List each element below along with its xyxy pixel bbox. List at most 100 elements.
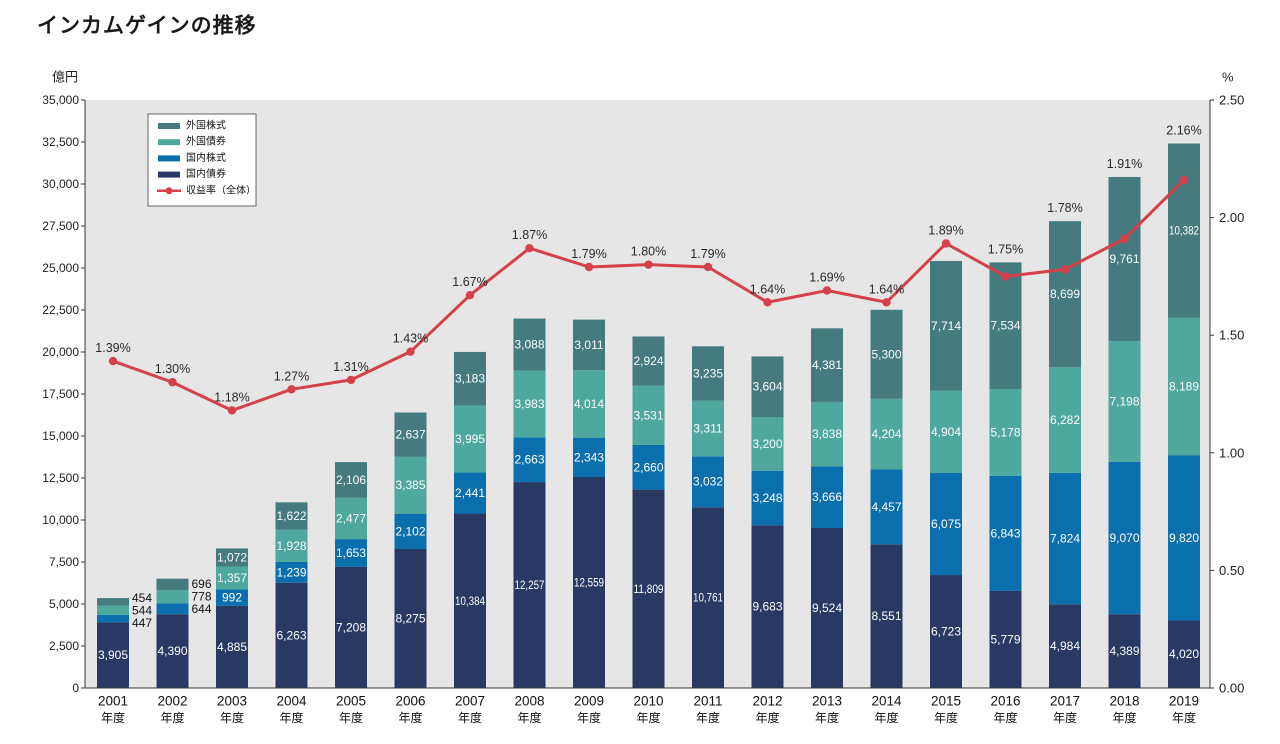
x-axis-label-2008: 2008 xyxy=(514,694,544,709)
yield-rate-label-2001: 1.39% xyxy=(95,341,130,355)
legend-swatch-domestic-stocks xyxy=(158,155,180,162)
bar-label-domestic-stocks-2006: 2,102 xyxy=(395,524,425,538)
bar-label-foreign-bonds-2006: 3,385 xyxy=(395,478,425,492)
legend-swatch-yield-rate-marker xyxy=(165,187,173,195)
bar-segment-foreign-stocks-2001 xyxy=(97,598,129,606)
yield-rate-point-2015 xyxy=(941,239,951,248)
y-axis-tick-label-10: 25,000 xyxy=(42,261,79,275)
x-axis-suffix-2014: 年度 xyxy=(874,710,898,725)
legend-label-foreign-bonds: 外国債券 xyxy=(186,135,226,148)
x-axis-label-2011: 2011 xyxy=(693,694,722,709)
y-axis-tick-label-5: 12,500 xyxy=(42,471,79,485)
bar-segment-domestic-bonds-2005 xyxy=(335,566,367,688)
yield-rate-label-2006: 1.43% xyxy=(393,332,428,346)
y2-axis-tick-label-4: 2.00 xyxy=(1219,210,1244,225)
yield-rate-label-2010: 1.80% xyxy=(631,245,666,259)
yield-rate-label-2019: 2.16% xyxy=(1166,123,1201,137)
yield-rate-label-2005: 1.31% xyxy=(333,360,368,374)
yield-rate-label-2011: 1.79% xyxy=(690,247,725,261)
bar-segment-domestic-bonds-2003 xyxy=(216,605,248,688)
x-axis-label-2002: 2002 xyxy=(157,694,187,709)
legend-swatch-domestic-bonds xyxy=(158,171,180,178)
bar-label-foreign-stocks-2016: 7,534 xyxy=(990,319,1020,333)
bar-label-domestic-bonds-2013: 9,524 xyxy=(812,601,842,615)
bar-segment-domestic-bonds-2007 xyxy=(454,513,486,688)
x-axis-suffix-2004: 年度 xyxy=(279,710,303,725)
yield-rate-label-2015: 1.89% xyxy=(928,223,963,237)
legend-label-yield-rate: 収益率（全体） xyxy=(186,183,256,196)
bar-label-foreign-bonds-2001: 544 xyxy=(132,603,152,617)
yield-rate-point-2006 xyxy=(406,347,415,356)
x-axis-suffix-2001: 年度 xyxy=(101,710,125,725)
bar-label-foreign-bonds-2009: 4,014 xyxy=(574,397,604,411)
bar-label-domestic-stocks-2015: 6,075 xyxy=(931,517,961,531)
bar-segment-foreign-stocks-2002 xyxy=(156,578,189,591)
bar-label-domestic-bonds-2008: 12,257 xyxy=(515,578,545,592)
yield-rate-label-2017: 1.78% xyxy=(1047,201,1082,215)
bar-label-domestic-stocks-2010: 2,660 xyxy=(633,460,663,474)
x-axis-suffix-2003: 年度 xyxy=(220,710,244,725)
bar-label-domestic-bonds-2007: 10,384 xyxy=(455,594,485,608)
yield-rate-point-2019 xyxy=(1179,175,1189,185)
yield-rate-label-2003: 1.18% xyxy=(214,390,249,404)
bar-label-foreign-bonds-2003: 1,357 xyxy=(217,571,247,585)
bar-segment-foreign-bonds-2015 xyxy=(930,390,962,473)
bar-segment-foreign-bonds-2001 xyxy=(97,605,129,615)
x-axis-suffix-2015: 年度 xyxy=(934,710,958,725)
bar-segment-foreign-stocks-2003 xyxy=(216,548,248,567)
bar-label-foreign-stocks-2009: 3,011 xyxy=(574,338,603,352)
bar-segment-foreign-stocks-2016 xyxy=(989,262,1022,389)
x-axis-label-2012: 2012 xyxy=(752,694,782,709)
bar-segment-domestic-stocks-2003 xyxy=(216,589,248,606)
legend-item-domestic-stocks: 国内株式 xyxy=(158,151,226,164)
bar-segment-foreign-stocks-2006 xyxy=(394,412,427,457)
bar-label-domestic-stocks-2011: 3,032 xyxy=(693,475,723,489)
bar-segment-domestic-stocks-2010 xyxy=(632,444,665,490)
bar-segment-foreign-stocks-2015 xyxy=(930,261,962,391)
yield-rate-point-2001 xyxy=(108,356,118,366)
bar-segment-domestic-stocks-2004 xyxy=(275,561,308,583)
bar-segment-domestic-stocks-2008 xyxy=(513,437,546,483)
yield-rate-label-2004: 1.27% xyxy=(274,369,309,383)
yield-rate-label-2008: 1.87% xyxy=(512,228,547,242)
bar-label-foreign-stocks-2013: 4,381 xyxy=(812,358,842,372)
yield-rate-label-2013: 1.69% xyxy=(809,271,844,285)
x-axis-label-2015: 2015 xyxy=(931,694,961,709)
x-axis-suffix-2005: 年度 xyxy=(339,710,363,725)
bar-label-domestic-bonds-2016: 5,779 xyxy=(990,632,1020,646)
bar-label-foreign-bonds-2002: 778 xyxy=(192,590,212,604)
yield-rate-point-2012 xyxy=(763,298,772,307)
x-axis-suffix-2002: 年度 xyxy=(160,710,184,725)
y-axis-tick-label-4: 10,000 xyxy=(42,513,79,527)
bar-label-foreign-bonds-2013: 3,838 xyxy=(812,427,842,441)
x-axis-label-2006: 2006 xyxy=(395,694,425,709)
bar-segment-domestic-stocks-2005 xyxy=(335,539,367,567)
legend-item-foreign-stocks: 外国株式 xyxy=(158,119,226,132)
bar-segment-domestic-bonds-2019 xyxy=(1168,620,1200,688)
x-axis-suffix-2012: 年度 xyxy=(755,710,779,725)
bar-label-foreign-stocks-2008: 3,088 xyxy=(514,337,544,351)
bar-label-domestic-stocks-2019: 9,820 xyxy=(1169,531,1199,545)
bar-label-domestic-stocks-2014: 4,457 xyxy=(871,500,901,514)
chart-title: インカムゲインの推移 xyxy=(37,14,257,38)
bar-label-domestic-bonds-2010: 11,809 xyxy=(634,582,664,596)
x-axis-label-2014: 2014 xyxy=(871,694,902,709)
yield-rate-label-2018: 1.91% xyxy=(1107,157,1142,171)
bar-segment-domestic-bonds-2001 xyxy=(97,622,129,688)
bar-label-foreign-stocks-2005: 2,106 xyxy=(336,473,366,487)
legend-label-domestic-bonds: 国内債券 xyxy=(186,167,226,180)
bar-label-domestic-bonds-2009: 12,559 xyxy=(574,576,604,590)
bar-label-foreign-stocks-2007: 3,183 xyxy=(455,372,485,386)
bar-segment-domestic-stocks-2009 xyxy=(573,437,605,478)
yield-rate-label-2012: 1.64% xyxy=(750,282,785,296)
bar-segment-domestic-stocks-2014 xyxy=(870,469,903,545)
x-axis-label-2013: 2013 xyxy=(812,694,842,709)
bar-segment-domestic-stocks-2016 xyxy=(989,475,1022,591)
bar-label-foreign-stocks-2011: 3,235 xyxy=(693,366,723,380)
bar-segment-foreign-bonds-2004 xyxy=(275,529,308,562)
bar-segment-domestic-bonds-2004 xyxy=(275,582,308,688)
bar-segment-foreign-stocks-2011 xyxy=(692,346,724,401)
y2-axis-tick-label-2: 1.00 xyxy=(1219,445,1244,460)
